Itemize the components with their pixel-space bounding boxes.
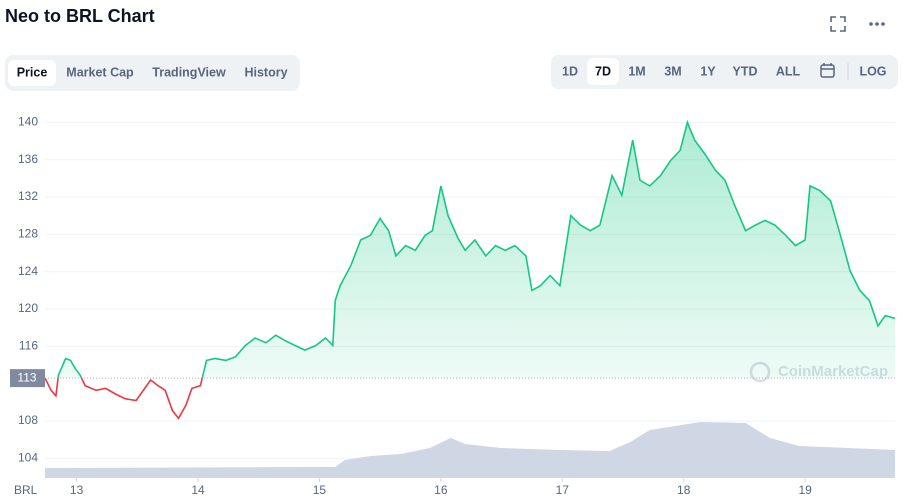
log-button[interactable]: LOG — [859, 64, 886, 78]
x-tick-label: 13 — [70, 483, 84, 497]
y-tick-label: 124 — [18, 264, 38, 278]
tab[interactable]: Market Cap — [66, 65, 134, 79]
tab[interactable]: Price — [17, 65, 48, 79]
y-tick-label: 140 — [18, 115, 38, 129]
range-button[interactable]: 1Y — [700, 64, 716, 78]
price-line-down — [44, 378, 204, 420]
reference-label-box — [10, 369, 45, 388]
volume-area — [45, 422, 895, 478]
x-tick-label: 19 — [798, 483, 812, 497]
price-line-up — [44, 119, 896, 379]
reference-label: 113 — [17, 370, 36, 384]
x-tick-label: 17 — [556, 483, 570, 497]
range-selected — [587, 58, 619, 85]
x-tick-label: 18 — [677, 483, 691, 497]
y-tick-label: 116 — [19, 339, 38, 353]
x-tick-label: 14 — [191, 483, 205, 497]
tab-bar — [5, 55, 300, 91]
price-area — [45, 122, 895, 379]
y-tick-label: 128 — [18, 227, 38, 241]
range-button[interactable]: 1M — [628, 64, 645, 78]
tab[interactable]: TradingView — [152, 65, 226, 79]
y-tick-label: 108 — [18, 413, 38, 427]
chart-title: Neo to BRL Chart — [5, 6, 155, 26]
tab[interactable]: History — [244, 65, 287, 79]
range-button[interactable]: 1D — [562, 64, 578, 78]
range-bar — [551, 55, 898, 89]
tab-selected — [8, 60, 56, 86]
y-tick-label: 132 — [18, 189, 38, 203]
calendar-icon[interactable] — [820, 63, 835, 78]
range-button[interactable]: YTD — [733, 64, 758, 78]
y-tick-label: 120 — [18, 301, 38, 315]
range-button[interactable]: 7D — [595, 64, 611, 78]
fullscreen-icon[interactable] — [830, 16, 846, 32]
y-tick-label: 136 — [18, 152, 38, 166]
x-tick-label: 15 — [313, 483, 327, 497]
y-tick-label: 104 — [18, 451, 38, 465]
range-button[interactable]: ALL — [776, 64, 801, 78]
more-icon[interactable] — [869, 22, 885, 26]
range-button[interactable]: 3M — [664, 64, 681, 78]
x-tick-label: 16 — [434, 483, 448, 497]
currency-label: BRL — [14, 483, 38, 497]
